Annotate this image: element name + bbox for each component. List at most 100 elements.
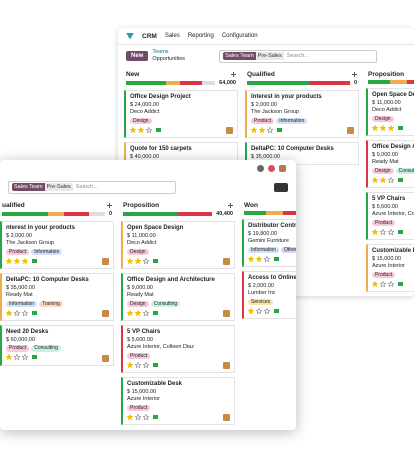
priority-star[interactable] bbox=[130, 126, 136, 133]
opportunity-card[interactable]: Interest in your products $ 2,000.00 The J… bbox=[245, 90, 359, 138]
menu-item[interactable]: Sales bbox=[164, 33, 180, 39]
opportunity-card[interactable]: DeltaPC: 10 Computer Desks $ 35,000.00 Rea… bbox=[0, 273, 114, 321]
opportunity-card[interactable]: Customizable Desk $ 15,000.00 Azure Interi… bbox=[121, 377, 235, 425]
activity-icon[interactable] bbox=[274, 256, 279, 261]
priority-star[interactable] bbox=[6, 354, 12, 360]
priority-star[interactable] bbox=[264, 255, 270, 262]
activity-icon[interactable] bbox=[277, 127, 282, 132]
priority-star[interactable] bbox=[22, 354, 28, 360]
opportunity-card[interactable]: Distributor Contra $ 19,800.00 Gemini Furn… bbox=[242, 219, 296, 267]
priority-star[interactable] bbox=[380, 124, 386, 131]
priority-star[interactable] bbox=[138, 126, 144, 133]
opportunity-card[interactable]: nterest in your products $ 2,000.00 The Ja… bbox=[0, 221, 114, 269]
activity-icon[interactable] bbox=[153, 310, 158, 315]
priority-star[interactable] bbox=[380, 176, 386, 183]
star-shape bbox=[388, 176, 394, 183]
card-footer bbox=[6, 256, 109, 265]
priority-star[interactable] bbox=[143, 413, 149, 420]
activity-icon[interactable] bbox=[398, 229, 403, 234]
view-switcher[interactable] bbox=[274, 182, 288, 192]
activity-icon[interactable] bbox=[153, 414, 158, 419]
opportunity-card[interactable]: Need 20 Desks $ 60,000.00 Product Consultin… bbox=[0, 325, 114, 366]
priority-star[interactable] bbox=[380, 228, 386, 235]
menu-item[interactable]: Reporting bbox=[187, 33, 214, 39]
priority-star[interactable] bbox=[251, 126, 257, 133]
priority-star[interactable] bbox=[135, 309, 141, 316]
activity-icon[interactable] bbox=[32, 310, 37, 315]
activity-icon[interactable] bbox=[268, 164, 275, 172]
priority-star[interactable] bbox=[388, 124, 394, 131]
activity-icon[interactable] bbox=[153, 362, 158, 367]
opportunity-card[interactable]: 5 VP Chairs $ 5,600.00 Azure Interior, Co P… bbox=[366, 192, 414, 240]
priority-star[interactable] bbox=[264, 307, 270, 314]
opportunity-card[interactable]: Office Design A $ 9,000.00 Ready Mat Design… bbox=[366, 140, 414, 188]
search-facet[interactable]: Sales Team Pre-Sales bbox=[12, 183, 73, 191]
priority-star[interactable] bbox=[22, 257, 28, 264]
menu-item[interactable]: Configuration bbox=[221, 33, 258, 39]
priority-star[interactable] bbox=[143, 257, 149, 264]
search-box[interactable]: Sales Team Pre-Sales Search... bbox=[219, 49, 378, 63]
new-button[interactable]: New bbox=[126, 51, 149, 61]
opportunity-card[interactable]: Open Space Design $ 11,000.00 Deco Addict D… bbox=[121, 221, 235, 269]
priority-star[interactable] bbox=[372, 124, 378, 131]
opportunity-card[interactable]: Office Design and Architecture $ 9,000.00… bbox=[121, 273, 235, 321]
priority-star[interactable] bbox=[388, 228, 394, 235]
chat-icon[interactable] bbox=[257, 164, 264, 172]
priority-star[interactable] bbox=[372, 176, 378, 183]
tag: Product bbox=[127, 404, 151, 411]
priority-star[interactable] bbox=[14, 257, 20, 264]
priority-star[interactable] bbox=[135, 413, 141, 420]
add-button[interactable] bbox=[228, 203, 233, 208]
priority-star[interactable] bbox=[248, 307, 254, 314]
opportunity-card[interactable]: Office Design Project $ 24,000.00 Deco Add… bbox=[124, 90, 238, 138]
activity-icon[interactable] bbox=[398, 125, 403, 130]
user-avatar[interactable] bbox=[279, 164, 286, 172]
tag: Product bbox=[6, 345, 30, 352]
priority-star[interactable] bbox=[127, 309, 133, 316]
priority-star[interactable] bbox=[372, 228, 378, 235]
search-box[interactable]: Sales Team Pre-Sales Search... bbox=[8, 180, 176, 194]
activity-icon[interactable] bbox=[398, 177, 403, 182]
priority-star[interactable] bbox=[143, 309, 149, 316]
card-title: Need 20 Desks bbox=[6, 329, 49, 335]
priority-star[interactable] bbox=[22, 309, 28, 316]
priority-star[interactable] bbox=[127, 257, 133, 264]
priority-star[interactable] bbox=[146, 126, 152, 133]
add-button[interactable] bbox=[107, 203, 112, 208]
opportunity-card[interactable]: DeltaPC: 10 Computer Desks $ 35,000.00 bbox=[245, 142, 359, 165]
activity-icon[interactable] bbox=[153, 258, 158, 263]
column-header: New bbox=[124, 67, 238, 80]
priority-star[interactable] bbox=[143, 361, 149, 368]
priority-star[interactable] bbox=[248, 255, 254, 262]
priority-star[interactable] bbox=[127, 413, 133, 420]
activity-icon[interactable] bbox=[32, 355, 37, 359]
priority-star[interactable] bbox=[14, 309, 20, 316]
activity-icon[interactable] bbox=[398, 281, 403, 286]
activity-icon[interactable] bbox=[156, 127, 161, 132]
priority-star[interactable] bbox=[14, 354, 20, 360]
priority-star[interactable] bbox=[256, 307, 262, 314]
activity-icon[interactable] bbox=[32, 258, 37, 263]
priority-star[interactable] bbox=[135, 361, 141, 368]
priority-star[interactable] bbox=[267, 126, 273, 133]
add-button[interactable] bbox=[231, 72, 236, 77]
priority-star[interactable] bbox=[6, 257, 12, 264]
opportunity-card[interactable]: Customizable D $ 15,000.00 Azure Interior P… bbox=[366, 244, 414, 292]
priority-star[interactable] bbox=[372, 280, 378, 287]
priority-star[interactable] bbox=[388, 280, 394, 287]
opportunity-card[interactable]: Open Space De $ 11,000.00 Deco Addict Desig… bbox=[366, 88, 414, 136]
opportunity-card[interactable]: 5 VP Chairs $ 5,600.00 Azure Interior, Col… bbox=[121, 325, 235, 373]
add-button[interactable] bbox=[352, 72, 357, 77]
activity-icon[interactable] bbox=[274, 308, 279, 313]
priority-star[interactable] bbox=[6, 309, 12, 316]
search-facet[interactable]: Sales Team Pre-Sales bbox=[223, 52, 284, 60]
breadcrumb-parent[interactable]: Teams bbox=[152, 49, 169, 55]
priority-star[interactable] bbox=[380, 280, 386, 287]
app-name[interactable]: CRM bbox=[142, 32, 157, 40]
priority-star[interactable] bbox=[388, 176, 394, 183]
priority-star[interactable] bbox=[259, 126, 265, 133]
priority-star[interactable] bbox=[127, 361, 133, 368]
priority-star[interactable] bbox=[256, 255, 262, 262]
priority-star[interactable] bbox=[135, 257, 141, 264]
